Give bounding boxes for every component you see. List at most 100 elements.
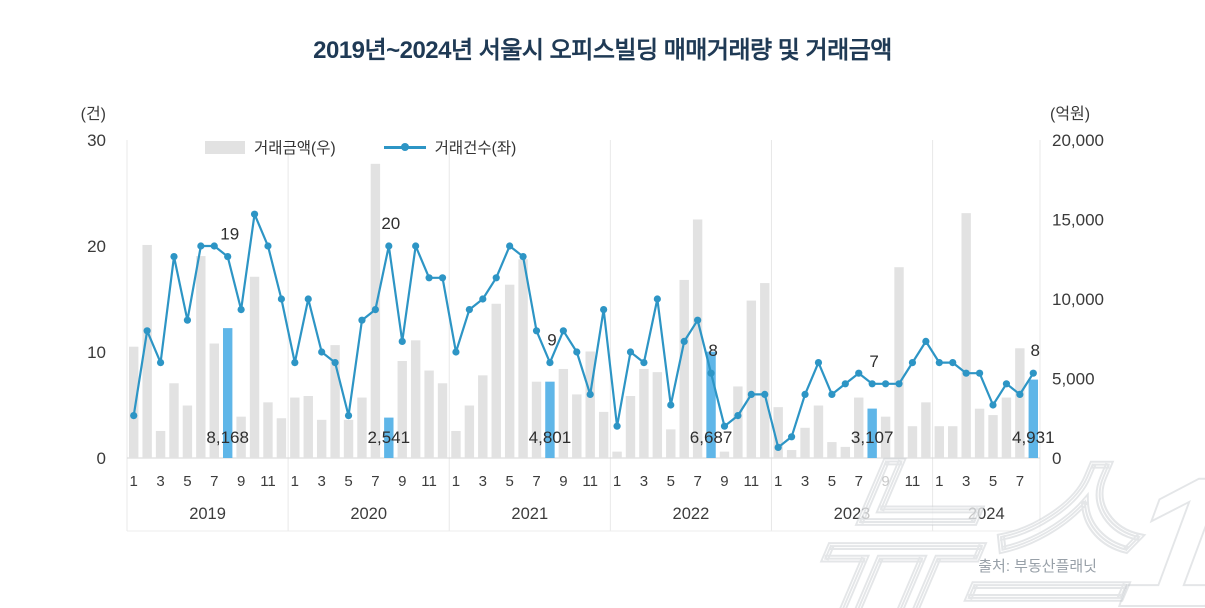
count-dot	[922, 337, 930, 345]
amount-bar	[263, 402, 273, 458]
count-dot	[344, 412, 353, 420]
bar-value-annotation: 3,107	[851, 428, 894, 447]
count-dot	[452, 348, 460, 356]
amount-bar	[182, 405, 193, 458]
month-tick-label: 3	[640, 473, 648, 490]
count-dot	[492, 274, 500, 282]
count-dot	[277, 295, 286, 303]
month-tick-label: 1	[774, 473, 782, 490]
month-tick-label: 7	[210, 473, 218, 490]
count-dot	[465, 306, 473, 314]
amount-bar	[155, 430, 166, 458]
count-dot	[828, 390, 836, 398]
left-axis-unit: (건)	[80, 106, 106, 123]
amount-bar	[303, 395, 313, 458]
count-dot	[318, 348, 326, 356]
bar-value-annotation: 2,541	[368, 428, 411, 447]
left-tick-label: 10	[87, 343, 106, 362]
chart-title: 2019년~2024년 서울시 오피스빌딩 매매거래량 및 거래금액	[313, 37, 892, 64]
amount-bar	[786, 450, 797, 458]
left-tick-label: 0	[97, 449, 106, 468]
amount-bar	[840, 446, 851, 458]
amount-bar	[437, 383, 448, 458]
count-dot	[559, 327, 567, 335]
count-dot	[774, 443, 782, 451]
count-dot	[720, 422, 729, 430]
count-dot	[1002, 380, 1011, 388]
amount-bar	[290, 397, 300, 458]
count-line-icon	[383, 141, 426, 154]
amount-bar	[880, 416, 891, 458]
amount-bar	[249, 276, 260, 458]
amount-bar	[424, 370, 434, 458]
amount-bar	[518, 259, 528, 458]
count-dot	[210, 242, 218, 250]
line-value-annotation: 19	[220, 225, 239, 244]
source-credit: 출처: 부동산플래닛	[978, 558, 1097, 575]
amount-bar	[813, 405, 824, 458]
count-dot	[667, 401, 675, 409]
amount-bar	[666, 429, 676, 458]
month-tick-label: 9	[720, 473, 728, 490]
count-dot	[156, 359, 165, 367]
amount-bar	[625, 395, 636, 458]
count-dot	[358, 316, 366, 324]
amount-bar	[330, 345, 340, 458]
count-dot	[908, 359, 917, 367]
count-dot	[935, 359, 943, 367]
count-dot	[680, 337, 688, 345]
count-dot	[385, 242, 393, 250]
year-label: 2021	[511, 505, 548, 523]
month-tick-label: 11	[421, 473, 437, 490]
month-tick-label: 3	[801, 473, 809, 490]
left-tick-label: 20	[87, 237, 106, 256]
amount-bar	[894, 267, 904, 458]
amount-bar	[276, 418, 287, 458]
year-label: 2022	[673, 505, 710, 523]
amount-bar	[612, 451, 622, 458]
count-dot	[479, 295, 487, 303]
amount-bar	[129, 346, 139, 458]
amount-bar	[800, 427, 810, 458]
count-dot	[586, 390, 594, 398]
count-dot	[130, 412, 138, 420]
count-dot	[626, 348, 635, 356]
count-dot	[761, 390, 769, 398]
right-tick-label: 20,000	[1052, 131, 1104, 150]
count-dot	[640, 359, 648, 367]
month-tick-label: 7	[532, 473, 540, 490]
count-dot	[801, 390, 809, 398]
amount-bar	[410, 340, 421, 458]
highlight-bar-august	[706, 351, 716, 458]
count-dot	[438, 274, 447, 282]
highlight-bar-august	[222, 328, 233, 458]
amount-bar	[531, 381, 542, 458]
count-dot	[412, 242, 420, 250]
amount-bar	[316, 419, 327, 458]
year-label: 2023	[834, 505, 871, 523]
month-tick-label: 3	[156, 473, 164, 490]
count-dot	[573, 348, 581, 356]
count-dot	[546, 359, 554, 367]
count-dot	[506, 242, 514, 250]
amount-bar	[504, 284, 515, 458]
highlight-bar-august	[867, 408, 877, 458]
amount-bar	[585, 351, 595, 458]
bar-value-annotation: 8,168	[206, 428, 249, 447]
month-tick-label: 9	[881, 473, 889, 490]
month-tick-label: 9	[559, 473, 567, 490]
count-dot	[707, 369, 715, 377]
right-tick-label: 15,000	[1052, 211, 1104, 230]
legend-item-count: 거래건수(좌)	[383, 136, 516, 158]
month-tick-label: 11	[260, 473, 276, 490]
count-dot	[371, 306, 379, 314]
month-tick-label: 7	[855, 473, 863, 490]
count-dot	[197, 242, 205, 250]
chart-legend: 거래금액(우) 거래건수(좌)	[205, 136, 516, 158]
amount-bar	[196, 256, 206, 458]
amount-bar	[948, 426, 958, 458]
month-tick-label: 3	[318, 473, 326, 490]
month-tick-label: 7	[1016, 473, 1024, 490]
amount-bar	[209, 343, 219, 458]
count-dot	[170, 253, 178, 261]
